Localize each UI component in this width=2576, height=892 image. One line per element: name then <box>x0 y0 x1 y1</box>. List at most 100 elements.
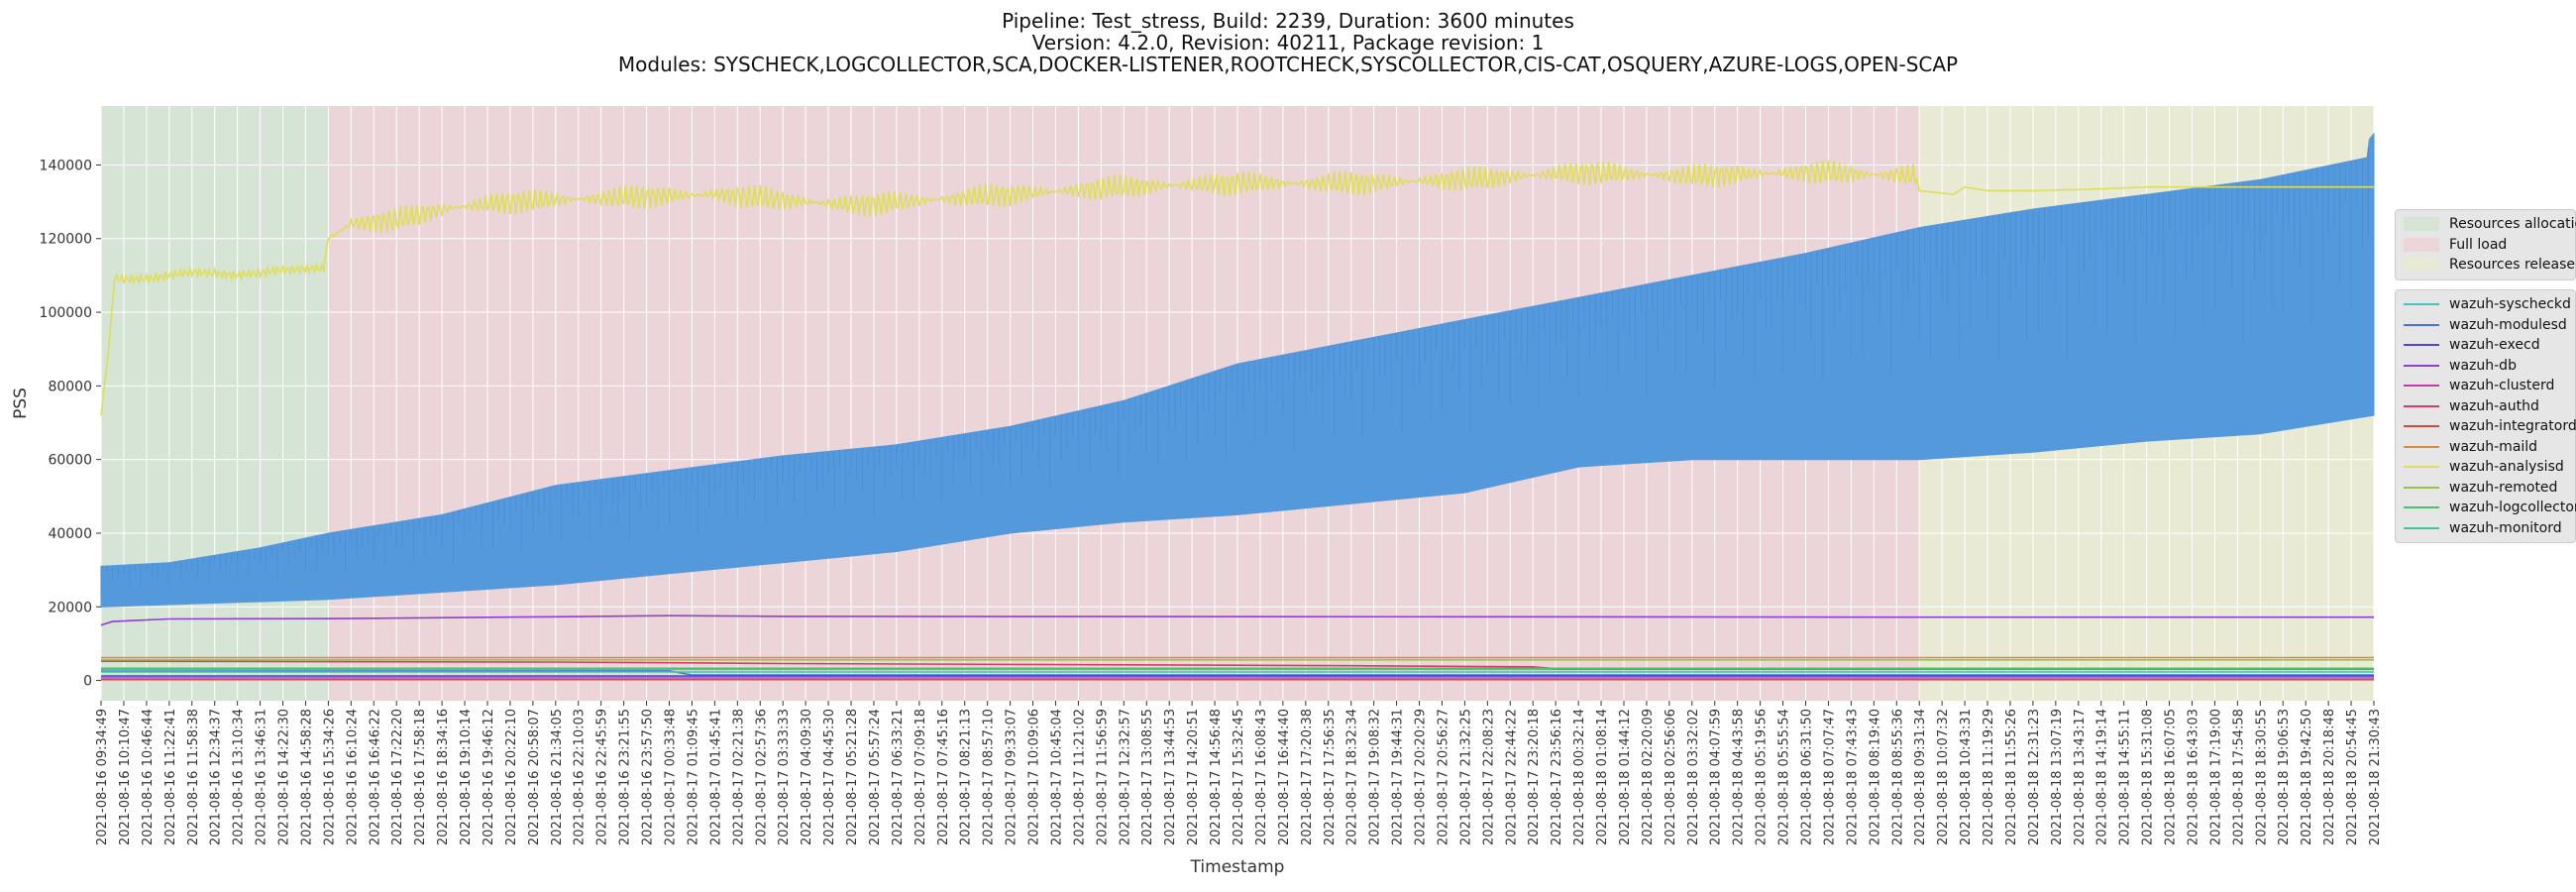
series-lines-layer <box>100 160 2374 681</box>
x-tick-label: 2021-08-17 04:09:30 <box>800 709 814 845</box>
x-tick-label: 2021-08-17 02:57:36 <box>754 709 769 845</box>
x-tick-label: 2021-08-16 13:10:34 <box>232 709 247 845</box>
x-tick-label: 2021-08-17 22:44:22 <box>1504 709 1519 845</box>
x-tick-label: 2021-08-17 18:32:34 <box>1345 709 1360 845</box>
x-tick-label: 2021-08-17 13:44:53 <box>1163 709 1178 845</box>
x-tick-label: 2021-08-17 14:56:48 <box>1209 709 1224 845</box>
y-tick-label: 80000 <box>48 379 92 394</box>
legend-entry-series: wazuh-modulesd <box>2404 315 2567 336</box>
x-tick-label: 2021-08-18 16:07:05 <box>2164 709 2179 845</box>
x-tick-label: 2021-08-18 00:32:14 <box>1572 709 1587 845</box>
legend-label: Full load <box>2449 236 2508 253</box>
legend-label: wazuh-execd <box>2449 337 2540 354</box>
x-tick-label: 2021-08-18 02:56:06 <box>1664 709 1678 845</box>
x-tick-label: 2021-08-18 01:08:14 <box>1595 709 1610 845</box>
x-tick-label: 2021-08-18 03:32:02 <box>1686 709 1701 845</box>
legend-label: Resources release <box>2449 257 2575 274</box>
x-tick-label: 2021-08-18 01:44:12 <box>1618 709 1633 845</box>
x-tick-label: 2021-08-16 22:45:59 <box>595 709 610 845</box>
x-tick-label: 2021-08-18 21:30:43 <box>2368 709 2383 845</box>
legend-swatch <box>2404 445 2439 448</box>
x-tick-label: 2021-08-17 22:08:23 <box>1481 709 1496 845</box>
x-tick-label: 2021-08-17 14:20:51 <box>1186 709 1201 845</box>
legend-swatch <box>2404 344 2439 347</box>
x-tick-label: 2021-08-18 19:06:53 <box>2277 709 2292 845</box>
x-tick-label: 2021-08-16 16:10:24 <box>345 709 360 845</box>
x-tick-label: 2021-08-16 22:10:03 <box>573 709 588 845</box>
x-tick-label: 2021-08-16 23:21:55 <box>618 709 633 845</box>
x-tick-label: 2021-08-16 14:58:28 <box>300 709 315 845</box>
x-tick-label: 2021-08-18 18:30:55 <box>2254 709 2269 845</box>
legend-label: wazuh-syscheckd <box>2449 296 2571 313</box>
x-tick-label: 2021-08-16 20:22:10 <box>504 709 519 845</box>
x-tick-label: 2021-08-16 14:22:30 <box>277 709 292 845</box>
y-tick-label: 140000 <box>40 158 92 173</box>
x-tick-label: 2021-08-17 19:44:31 <box>1391 709 1406 845</box>
x-tick-label: 2021-08-18 13:07:19 <box>2050 709 2065 845</box>
legend-entry-series: wazuh-authd <box>2404 396 2567 417</box>
x-tick-label: 2021-08-18 12:31:23 <box>2027 709 2042 845</box>
legend-entry-series: wazuh-clusterd <box>2404 376 2567 396</box>
x-tick-label: 2021-08-18 14:55:11 <box>2118 709 2133 845</box>
x-tick-label: 2021-08-16 17:22:20 <box>390 709 405 845</box>
legend-label: Resources allocation <box>2449 216 2576 233</box>
legend-swatch <box>2404 385 2439 388</box>
x-tick-label: 2021-08-18 14:19:14 <box>2095 709 2110 845</box>
legend-label: wazuh-db <box>2449 357 2517 374</box>
x-tick-label: 2021-08-16 09:34:49 <box>95 709 110 845</box>
x-tick-label: 2021-08-17 16:08:43 <box>1254 709 1269 845</box>
legend-label: wazuh-maild <box>2449 438 2538 455</box>
x-tick-label: 2021-08-17 21:32:25 <box>1458 709 1473 845</box>
x-tick-label: 2021-08-18 08:19:40 <box>1868 709 1882 845</box>
x-tick-label: 2021-08-17 23:56:16 <box>1550 709 1564 845</box>
x-tick-label: 2021-08-16 16:46:22 <box>368 709 382 845</box>
x-tick-label: 2021-08-16 21:34:05 <box>550 709 565 845</box>
title-line-modules: Modules: SYSCHECK,LOGCOLLECTOR,SCA,DOCKE… <box>617 53 1959 76</box>
x-tick-label: 2021-08-18 06:31:50 <box>1800 709 1815 845</box>
legend-swatch <box>2404 323 2439 326</box>
x-tick-label: 2021-08-17 10:09:06 <box>1027 709 1042 845</box>
series-line-wazuh-analysisd <box>100 160 2374 416</box>
x-tick-label: 2021-08-16 11:22:41 <box>163 709 178 845</box>
legend-swatch <box>2404 404 2439 407</box>
x-tick-label: 2021-08-17 20:56:27 <box>1437 709 1451 845</box>
legend-label: wazuh-modulesd <box>2449 316 2567 333</box>
legend-entry-series: wazuh-integratord <box>2404 416 2576 437</box>
legend-entry-series: wazuh-execd <box>2404 335 2567 356</box>
x-tick-label: 2021-08-17 07:09:18 <box>913 709 928 845</box>
x-tick-label: 2021-08-16 11:58:38 <box>186 709 201 845</box>
x-tick-label: 2021-08-18 02:20:09 <box>1641 709 1656 845</box>
x-tick-label: 2021-08-17 00:33:48 <box>664 709 679 845</box>
x-tick-label: 2021-08-17 11:56:59 <box>1095 709 1110 845</box>
x-tick-label: 2021-08-17 11:21:02 <box>1072 709 1087 845</box>
legend-swatch <box>2404 425 2439 428</box>
legend-label: wazuh-analysisd <box>2449 459 2564 476</box>
x-tick-label: 2021-08-18 08:55:36 <box>1890 709 1905 845</box>
x-tick-label: 2021-08-17 10:45:04 <box>1050 709 1065 845</box>
x-axis: 2021-08-16 09:34:49 2021-08-16 10:10:47 20… <box>95 701 2383 845</box>
x-tick-label: 2021-08-18 10:07:32 <box>1936 709 1951 845</box>
x-tick-label: 2021-08-18 15:31:08 <box>2141 709 2156 845</box>
x-tick-label: 2021-08-16 15:34:26 <box>322 709 337 845</box>
legend-label: wazuh-integratord <box>2449 418 2576 435</box>
x-tick-label: 2021-08-18 13:43:17 <box>2073 709 2088 845</box>
x-tick-label: 2021-08-17 02:21:38 <box>731 709 746 845</box>
legend-swatch <box>2404 466 2439 469</box>
x-tick-label: 2021-08-16 19:46:12 <box>482 709 496 845</box>
x-tick-label: 2021-08-17 15:32:45 <box>1232 709 1246 845</box>
x-tick-label: 2021-08-17 12:32:57 <box>1118 709 1132 845</box>
legend-swatch <box>2404 364 2439 367</box>
legend-swatch <box>2404 526 2439 529</box>
x-tick-label: 2021-08-17 08:21:13 <box>959 709 974 845</box>
y-tick-label: 120000 <box>40 232 92 248</box>
y-tick-label: 0 <box>83 674 92 690</box>
y-axis-label: PSS <box>11 388 31 419</box>
legend-swatch <box>2404 506 2439 509</box>
x-tick-label: 2021-08-18 11:55:26 <box>2004 709 2019 845</box>
x-tick-label: 2021-08-18 20:54:45 <box>2345 709 2360 845</box>
legend-entry-series: wazuh-db <box>2404 356 2567 377</box>
x-tick-label: 2021-08-17 17:56:35 <box>1323 709 1338 845</box>
x-tick-label: 2021-08-18 04:07:59 <box>1709 709 1724 845</box>
x-tick-label: 2021-08-16 23:57:50 <box>641 709 656 845</box>
x-tick-label: 2021-08-17 08:57:10 <box>982 709 997 845</box>
